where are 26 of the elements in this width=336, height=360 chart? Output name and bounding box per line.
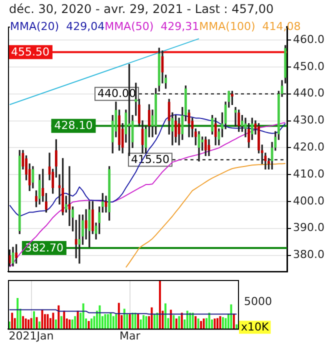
candlestick (174, 115, 177, 143)
candlestick (15, 244, 18, 264)
y-tick-label: 400.0 (293, 194, 324, 208)
text: x10K (241, 320, 270, 334)
y-tick-label: 380.0 (293, 248, 324, 262)
text: MMA(50) 429,31 (104, 20, 200, 33)
y-tick-label: 390.0 (293, 221, 324, 234)
y-tick-label: 450.0 (293, 60, 324, 73)
text: MMA(100) 414,08 (199, 20, 301, 33)
ref-line-label: 382.70 (24, 241, 64, 254)
x-tick-label: 2021Jan (8, 329, 54, 342)
candlestick (231, 90, 234, 105)
x-tick-label: Mar (119, 329, 141, 342)
ref-line-label: 428.10 (54, 119, 93, 132)
y-tick-label: 410.0 (293, 167, 324, 180)
candlestick (62, 158, 64, 216)
text: MMA(20) 429,04 (10, 20, 105, 33)
ref-line-label: 455.50 (11, 46, 50, 59)
y-tick-label: 460.0 (293, 32, 324, 46)
y-tick-label: 440.0 (293, 86, 324, 100)
text: 5000 (244, 294, 272, 308)
chart-title: déc. 30, 2020 - avr. 29, 2021 - Last : 457,00 (9, 2, 274, 16)
y-tick-label: 430.0 (293, 114, 324, 127)
candlestick (154, 88, 157, 135)
y-tick-label: 420.0 (293, 140, 324, 154)
candlestick (108, 166, 110, 221)
